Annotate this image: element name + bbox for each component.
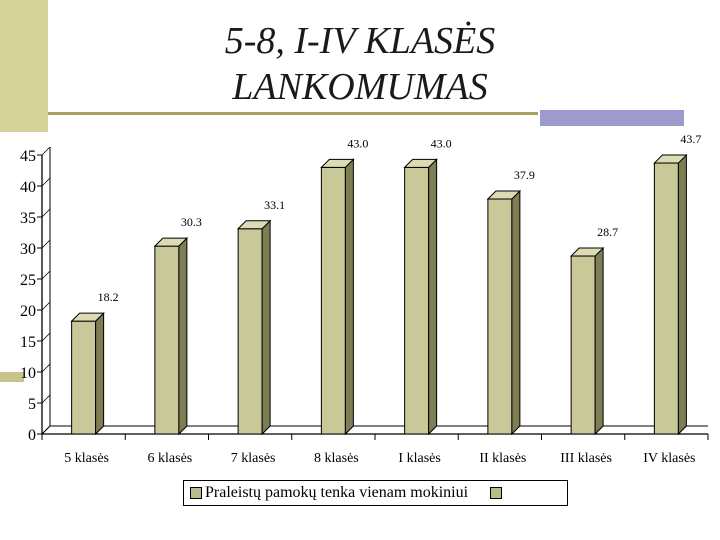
- bar-data-label: 33.1: [264, 198, 285, 212]
- legend-label: Praleistų pamokų tenka vienam mokiniui: [205, 484, 469, 501]
- title-underline-accent: [540, 110, 684, 126]
- bar-side: [428, 158, 438, 436]
- bar-side: [511, 189, 521, 436]
- bar-data-label: 18.2: [98, 290, 119, 304]
- x-tick-label: 5 klasės: [64, 451, 109, 466]
- y-tick-depth: [41, 270, 51, 280]
- bar-top: [320, 158, 355, 168]
- y-tick-depth: [41, 394, 51, 404]
- y-tick-depth: [41, 208, 51, 218]
- bar-data-label: 37.9: [514, 168, 535, 182]
- decorative-side-band: [0, 0, 48, 132]
- bar-front: [404, 166, 430, 435]
- legend-swatch-end: [490, 487, 503, 499]
- bar-top: [403, 158, 438, 168]
- bar-front: [570, 255, 596, 435]
- y-tick-depth: [41, 177, 51, 187]
- y-tick-label: 30: [20, 241, 36, 258]
- x-tick-label: III klasės: [560, 451, 612, 466]
- title-underline: [48, 112, 538, 115]
- y-tick-label: 35: [20, 210, 36, 227]
- bar-front: [320, 166, 346, 435]
- bar-data-label: 30.3: [181, 215, 202, 229]
- y-tick-label: 45: [20, 148, 36, 165]
- bar-side: [344, 158, 354, 436]
- chart-labels: 18.2 30.3 33.1 43.0 43.0 37.9 28.7 43.7: [98, 132, 702, 304]
- y-tick-label: 5: [28, 396, 36, 413]
- x-tick-label: 7 klasės: [231, 451, 276, 466]
- y-tick-label: 15: [20, 334, 36, 351]
- y-tick-depth: [41, 332, 51, 342]
- y-tick-depth: [41, 363, 51, 373]
- y-tick-label: 40: [20, 179, 36, 196]
- chart-bars: [70, 153, 688, 436]
- bar-data-label: 43.0: [347, 136, 368, 150]
- x-tick-label: II klasės: [479, 451, 526, 466]
- y-tick-depth: [41, 146, 51, 156]
- y-tick-label: 10: [20, 365, 36, 382]
- y-tick-depth: [41, 239, 51, 249]
- y-tick-label: 20: [20, 303, 36, 320]
- x-tick-label: 8 klasės: [314, 451, 359, 466]
- bar-top: [486, 190, 522, 200]
- title-line-1: 5-8, I-IV KLASĖS: [224, 20, 496, 62]
- bar-side: [178, 236, 188, 436]
- bar-side: [261, 219, 271, 436]
- legend-swatch: [190, 487, 202, 499]
- back-wall: [41, 147, 708, 435]
- bar-data-label: 43.0: [431, 136, 452, 150]
- bar-front: [237, 228, 263, 435]
- bar-top: [153, 237, 189, 247]
- bar-front: [71, 320, 97, 435]
- bar-data-label: 28.7: [597, 225, 618, 239]
- slide-title: 5-8, I-IV KLASĖS LANKOMUMAS: [120, 18, 600, 110]
- y-tick-label: 0: [28, 427, 36, 444]
- y-tick-depth: [41, 301, 51, 311]
- chart-legend: Praleistų pamokų tenka vienam mokiniui: [183, 480, 568, 506]
- decorative-side-tick: [0, 372, 24, 382]
- x-tick-label: IV klasės: [643, 451, 695, 466]
- x-tick-label: 6 klasės: [148, 451, 193, 466]
- y-tick-depth: [41, 425, 51, 435]
- bar-front: [154, 245, 180, 435]
- bar-side: [677, 153, 687, 436]
- bar-top: [569, 247, 605, 257]
- chart-axes: 0 5 10 15 20 25 30 35 40 45 5 klasės 6 klasės 7 klas…: [20, 146, 709, 466]
- bar-front: [487, 198, 513, 435]
- bar-data-label: 43.7: [680, 132, 701, 146]
- bar-top: [653, 154, 688, 164]
- bar-top: [70, 312, 105, 322]
- bar-top: [236, 220, 272, 230]
- bar-side: [95, 311, 105, 436]
- bar-side: [594, 246, 604, 436]
- y-tick-label: 25: [20, 272, 36, 289]
- title-line-2: LANKOMUMAS: [232, 66, 488, 108]
- bar-front: [653, 162, 679, 435]
- x-tick-label: I klasės: [398, 451, 440, 466]
